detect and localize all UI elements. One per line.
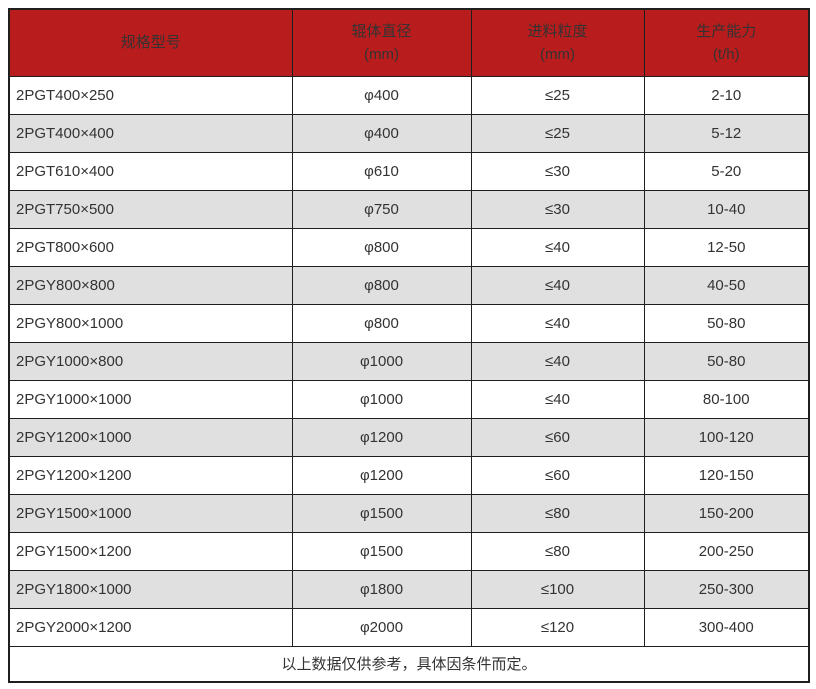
cell-capacity: 5-12	[643, 113, 810, 153]
table-row: 2PGY2000×1200 φ2000 ≤120 300-400	[8, 607, 810, 647]
cell-feed-size: ≤40	[470, 379, 645, 419]
cell-roller-diameter: φ1000	[291, 379, 472, 419]
table-row: 2PGY1000×800 φ1000 ≤40 50-80	[8, 341, 810, 381]
cell-feed-size: ≤40	[470, 303, 645, 343]
cell-model: 2PGY800×1000	[8, 303, 293, 343]
cell-capacity: 80-100	[643, 379, 810, 419]
table-row: 2PGT400×400 φ400 ≤25 5-12	[8, 113, 810, 153]
table-row: 2PGY800×1000 φ800 ≤40 50-80	[8, 303, 810, 343]
table-row: 2PGY1200×1000 φ1200 ≤60 100-120	[8, 417, 810, 457]
cell-capacity: 40-50	[643, 265, 810, 305]
cell-roller-diameter: φ800	[291, 303, 472, 343]
cell-model: 2PGY1200×1000	[8, 417, 293, 457]
table-row: 2PGY1500×1000 φ1500 ≤80 150-200	[8, 493, 810, 533]
cell-roller-diameter: φ1500	[291, 493, 472, 533]
cell-roller-diameter: φ400	[291, 75, 472, 115]
cell-roller-diameter: φ1200	[291, 455, 472, 495]
cell-roller-diameter: φ1800	[291, 569, 472, 609]
table-row: 2PGT400×250 φ400 ≤25 2-10	[8, 75, 810, 115]
cell-feed-size: ≤40	[470, 227, 645, 267]
cell-feed-size: ≤40	[470, 265, 645, 305]
table-row: 2PGY1500×1200 φ1500 ≤80 200-250	[8, 531, 810, 571]
cell-roller-diameter: φ800	[291, 265, 472, 305]
cell-model: 2PGY1800×1000	[8, 569, 293, 609]
cell-model: 2PGY1000×1000	[8, 379, 293, 419]
table-row: 2PGY1200×1200 φ1200 ≤60 120-150	[8, 455, 810, 495]
cell-model: 2PGY1200×1200	[8, 455, 293, 495]
cell-feed-size: ≤80	[470, 493, 645, 533]
table-body: 2PGT400×250 φ400 ≤25 2-10 2PGT400×400 φ400 ≤25…	[8, 75, 810, 647]
cell-capacity: 5-20	[643, 151, 810, 191]
cell-feed-size: ≤30	[470, 151, 645, 191]
cell-capacity: 100-120	[643, 417, 810, 457]
footer-row: 以上数据仅供参考，具体因条件而定。	[8, 645, 810, 683]
header-capacity-unit: (t/h)	[712, 45, 740, 63]
cell-feed-size: ≤80	[470, 531, 645, 571]
header-capacity: 生产能力 (t/h)	[643, 8, 810, 77]
header-capacity-label: 生产能力	[696, 22, 757, 40]
cell-feed-size: ≤25	[470, 113, 645, 153]
header-roller-diameter-unit: (mm)	[364, 45, 399, 63]
cell-capacity: 12-50	[643, 227, 810, 267]
cell-capacity: 50-80	[643, 341, 810, 381]
header-feed-size: 进料粒度 (mm)	[470, 8, 645, 77]
table-row: 2PGT800×600 φ800 ≤40 12-50	[8, 227, 810, 267]
cell-model: 2PGT400×400	[8, 113, 293, 153]
table-row: 2PGY1000×1000 φ1000 ≤40 80-100	[8, 379, 810, 419]
cell-feed-size: ≤100	[470, 569, 645, 609]
header-model: 规格型号	[8, 8, 293, 77]
header-model-label: 规格型号	[120, 33, 181, 51]
cell-feed-size: ≤30	[470, 189, 645, 229]
table-row: 2PGY1800×1000 φ1800 ≤100 250-300	[8, 569, 810, 609]
cell-capacity: 200-250	[643, 531, 810, 571]
cell-model: 2PGT800×600	[8, 227, 293, 267]
cell-capacity: 150-200	[643, 493, 810, 533]
cell-model: 2PGY1500×1000	[8, 493, 293, 533]
cell-model: 2PGT400×250	[8, 75, 293, 115]
cell-capacity: 50-80	[643, 303, 810, 343]
table-row: 2PGT750×500 φ750 ≤30 10-40	[8, 189, 810, 229]
cell-model: 2PGY1500×1200	[8, 531, 293, 571]
cell-roller-diameter: φ1200	[291, 417, 472, 457]
cell-capacity: 300-400	[643, 607, 810, 647]
header-roller-diameter: 辊体直径 (mm)	[291, 8, 472, 77]
cell-feed-size: ≤25	[470, 75, 645, 115]
cell-feed-size: ≤60	[470, 417, 645, 457]
cell-model: 2PGY1000×800	[8, 341, 293, 381]
cell-roller-diameter: φ400	[291, 113, 472, 153]
cell-model: 2PGT750×500	[8, 189, 293, 229]
cell-model: 2PGY2000×1200	[8, 607, 293, 647]
header-roller-diameter-label: 辊体直径	[351, 22, 412, 40]
cell-roller-diameter: φ1000	[291, 341, 472, 381]
header-feed-size-unit: (mm)	[540, 45, 575, 63]
footer-note: 以上数据仅供参考，具体因条件而定。	[8, 645, 810, 683]
header-row: 规格型号 辊体直径 (mm) 进料粒度 (mm) 生产能力 (t/h)	[8, 8, 810, 77]
cell-feed-size: ≤40	[470, 341, 645, 381]
cell-capacity: 10-40	[643, 189, 810, 229]
cell-roller-diameter: φ750	[291, 189, 472, 229]
spec-table: 规格型号 辊体直径 (mm) 进料粒度 (mm) 生产能力 (t/h) 2PGT…	[8, 8, 810, 683]
cell-capacity: 2-10	[643, 75, 810, 115]
table-header: 规格型号 辊体直径 (mm) 进料粒度 (mm) 生产能力 (t/h)	[8, 8, 810, 77]
table-row: 2PGY800×800 φ800 ≤40 40-50	[8, 265, 810, 305]
cell-feed-size: ≤60	[470, 455, 645, 495]
table-footer: 以上数据仅供参考，具体因条件而定。	[8, 645, 810, 683]
cell-roller-diameter: φ1500	[291, 531, 472, 571]
cell-roller-diameter: φ610	[291, 151, 472, 191]
cell-capacity: 120-150	[643, 455, 810, 495]
cell-roller-diameter: φ2000	[291, 607, 472, 647]
table-row: 2PGT610×400 φ610 ≤30 5-20	[8, 151, 810, 191]
cell-model: 2PGY800×800	[8, 265, 293, 305]
cell-feed-size: ≤120	[470, 607, 645, 647]
cell-model: 2PGT610×400	[8, 151, 293, 191]
header-feed-size-label: 进料粒度	[527, 22, 588, 40]
cell-capacity: 250-300	[643, 569, 810, 609]
cell-roller-diameter: φ800	[291, 227, 472, 267]
